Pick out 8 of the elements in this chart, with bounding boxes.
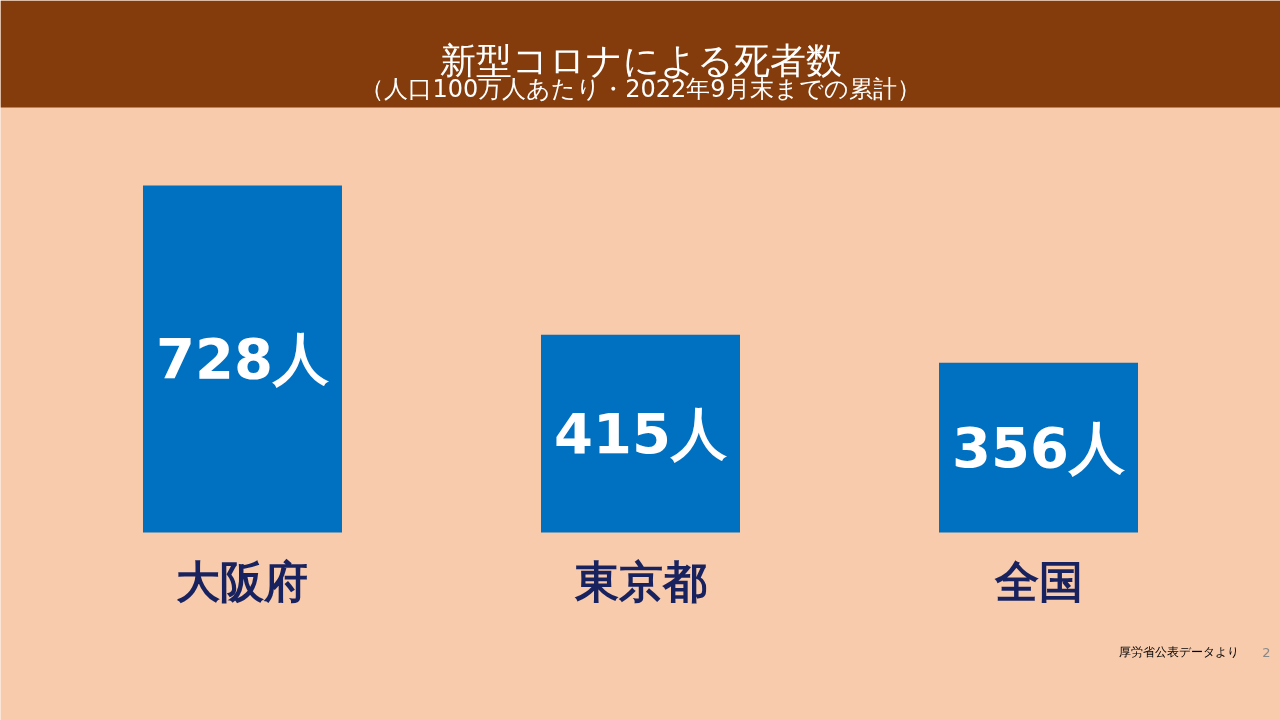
data-label: 728人 <box>156 326 329 392</box>
x-tick-label: 大阪府 <box>176 555 309 607</box>
text: 厚労省公表データより <box>1118 644 1239 659</box>
data-label: 415人 <box>554 401 727 467</box>
data-label: 356人 <box>952 415 1125 481</box>
text: 2 <box>1262 644 1271 660</box>
x-tick-label: 全国 <box>993 555 1083 607</box>
x-tick-label: 東京都 <box>573 555 707 607</box>
